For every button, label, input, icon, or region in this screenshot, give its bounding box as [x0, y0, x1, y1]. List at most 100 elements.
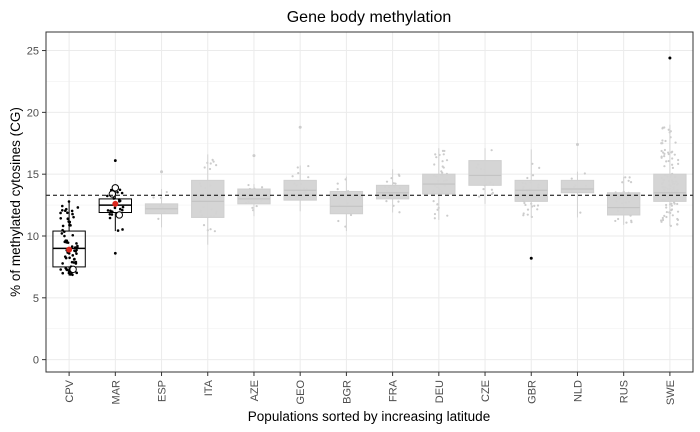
data-point — [116, 229, 120, 232]
open-marker — [69, 265, 77, 274]
box-group-gbr — [514, 149, 548, 260]
data-point — [436, 203, 439, 206]
data-point — [671, 163, 674, 166]
open-marker — [111, 184, 120, 192]
data-point — [59, 268, 62, 271]
data-point — [660, 155, 663, 158]
data-point — [121, 228, 124, 231]
data-point — [531, 174, 535, 177]
data-point — [61, 262, 64, 265]
data-point — [73, 249, 76, 252]
data-point — [70, 245, 74, 248]
data-point — [663, 148, 667, 152]
box-group-mar — [98, 159, 132, 255]
x-tick-label: AZE — [249, 380, 261, 401]
y-tick-label: 25 — [27, 46, 39, 58]
box-group-cpv — [52, 200, 86, 277]
outlier-point — [529, 256, 533, 260]
box-body — [375, 184, 410, 200]
open-marker — [108, 190, 117, 198]
data-point — [76, 206, 80, 209]
data-point — [523, 201, 526, 205]
y-tick-label: 0 — [33, 355, 39, 367]
x-tick-label: CZE — [480, 380, 492, 402]
data-point — [674, 141, 677, 144]
data-point — [349, 213, 353, 217]
box-body — [560, 179, 595, 194]
data-point — [208, 167, 212, 171]
data-point — [209, 228, 212, 231]
data-point — [671, 150, 674, 153]
y-tick-label: 15 — [27, 169, 39, 181]
data-point — [291, 175, 294, 178]
box-group-cze — [468, 148, 502, 204]
y-tick-label: 10 — [27, 231, 39, 243]
data-point — [533, 204, 536, 207]
data-point — [113, 206, 117, 210]
data-point — [665, 203, 668, 207]
data-point — [442, 153, 445, 156]
data-point — [629, 180, 633, 184]
data-point — [385, 199, 388, 203]
data-point — [108, 212, 112, 216]
data-point — [673, 202, 676, 205]
data-point — [671, 214, 674, 217]
data-point — [106, 209, 110, 212]
mean-marker — [112, 200, 119, 207]
data-point — [661, 127, 664, 130]
data-point — [433, 163, 436, 166]
box-group-ita — [191, 154, 225, 245]
data-point — [307, 164, 310, 168]
box-body — [607, 192, 641, 216]
data-point — [61, 271, 65, 275]
data-point — [522, 214, 525, 217]
data-point — [661, 216, 664, 220]
data-point — [490, 188, 494, 191]
data-point — [108, 216, 112, 220]
x-tick-label: ITA — [203, 379, 215, 396]
data-point — [60, 204, 64, 208]
data-point — [211, 158, 214, 162]
data-point — [526, 213, 529, 216]
data-point — [628, 176, 631, 179]
data-point — [251, 206, 254, 209]
data-point — [660, 142, 663, 145]
data-point — [490, 149, 493, 152]
box-body — [191, 179, 225, 218]
data-point — [121, 205, 125, 209]
data-point — [667, 159, 670, 163]
data-point — [60, 232, 64, 235]
data-point — [59, 211, 62, 215]
outlier-point — [668, 56, 672, 60]
data-point — [433, 217, 436, 220]
data-point — [247, 183, 250, 187]
data-point — [663, 154, 666, 158]
data-point — [296, 166, 299, 169]
data-point — [665, 160, 668, 163]
panel-border — [45, 31, 694, 373]
box-group-deu — [422, 148, 456, 220]
data-point — [665, 215, 668, 219]
data-point — [663, 165, 666, 168]
data-point — [70, 209, 74, 213]
data-point — [212, 160, 215, 163]
data-point — [63, 234, 66, 238]
data-point — [614, 219, 617, 223]
data-point — [397, 173, 400, 176]
box-group-nld — [560, 143, 595, 218]
outlier-point — [252, 154, 256, 158]
box-body — [653, 173, 687, 202]
data-point — [75, 252, 78, 256]
data-point — [65, 268, 68, 271]
data-point — [105, 194, 109, 198]
data-point — [490, 192, 493, 196]
data-point — [624, 176, 627, 179]
data-point — [260, 186, 264, 189]
plot-area: 0 5 10 15 20 25 CPV MAR ESP ITA AZE GEO BGR FRA DEU CZE… — [27, 31, 694, 405]
data-point — [75, 248, 78, 252]
box-body — [468, 160, 502, 186]
data-point — [441, 165, 444, 168]
data-point — [63, 209, 67, 213]
data-point — [665, 206, 668, 209]
